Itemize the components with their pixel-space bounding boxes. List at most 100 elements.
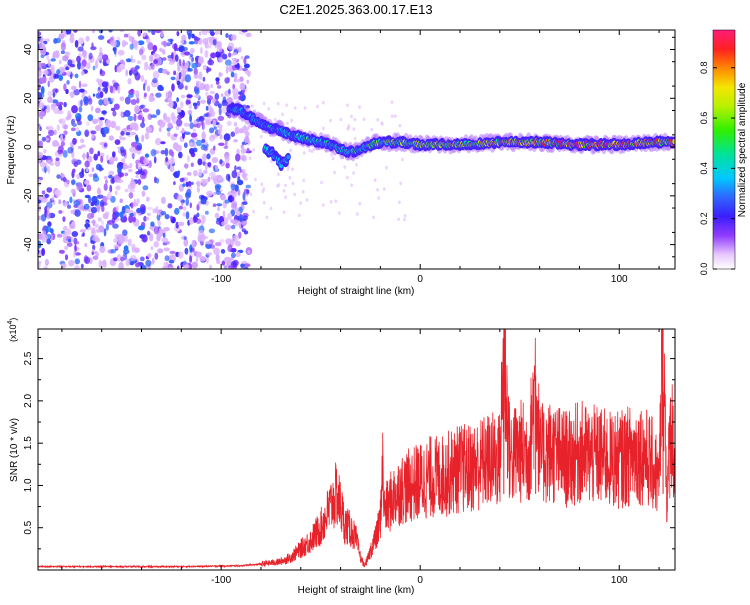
- spectrogram-panel: -100 0 100 40 20 0 -20 -40 Height of straight l…: [6, 29, 676, 297]
- noise-blob: [143, 157, 149, 166]
- noise-blob: [113, 47, 117, 55]
- noise-blob: [397, 217, 400, 222]
- spectrogram-y-tick-label: 20: [23, 92, 34, 104]
- noise-blob: [128, 214, 134, 224]
- noise-blob: [152, 44, 158, 53]
- noise-blob: [57, 110, 64, 115]
- noise-blob: [159, 121, 166, 128]
- noise-blob: [333, 170, 336, 175]
- noise-blob: [153, 59, 159, 64]
- noise-blob: [320, 180, 323, 185]
- noise-blob: [189, 202, 192, 209]
- noise-blob: [42, 76, 47, 84]
- noise-blob: [125, 69, 128, 77]
- noise-blob: [206, 252, 213, 256]
- noise-blob: [54, 159, 61, 167]
- noise-blob: [129, 212, 135, 217]
- noise-blob: [52, 51, 59, 58]
- noise-blob: [99, 245, 106, 253]
- noise-blob: [39, 111, 44, 120]
- noise-blob: [221, 260, 226, 266]
- noise-blob: [182, 183, 186, 187]
- noise-blob: [262, 101, 266, 106]
- noise-blob: [398, 200, 401, 205]
- noise-blob: [116, 66, 122, 73]
- noise-blob: [276, 101, 280, 106]
- noise-blob: [104, 86, 108, 94]
- noise-blob: [120, 256, 125, 262]
- noise-blob: [192, 128, 196, 132]
- noise-blob: [184, 51, 191, 56]
- noise-blob: [130, 202, 134, 209]
- noise-blob: [289, 148, 292, 152]
- noise-blob: [188, 102, 193, 110]
- noise-blob: [100, 155, 104, 163]
- noise-blob: [220, 194, 227, 201]
- noise-blob: [331, 156, 335, 161]
- noise-blob: [299, 201, 302, 205]
- noise-blob: [270, 159, 273, 163]
- noise-blob: [338, 211, 341, 215]
- noise-blob: [200, 47, 203, 54]
- noise-blob: [242, 201, 248, 205]
- noise-blob: [227, 244, 233, 253]
- noise-blob: [302, 178, 306, 183]
- noise-blob: [97, 150, 100, 157]
- noise-blob: [208, 228, 216, 234]
- noise-blob: [176, 265, 180, 269]
- noise-blob: [160, 211, 167, 216]
- noise-blob: [87, 114, 94, 122]
- noise-blob: [164, 147, 169, 157]
- noise-blob: [240, 263, 245, 268]
- noise-blob: [47, 80, 50, 88]
- noise-blob: [54, 151, 59, 157]
- noise-blob: [70, 118, 75, 126]
- noise-blob: [74, 209, 81, 217]
- noise-blob: [64, 254, 69, 261]
- noise-blob: [88, 97, 93, 105]
- noise-blob: [102, 59, 107, 67]
- noise-blob: [215, 253, 220, 262]
- noise-blob: [224, 155, 230, 164]
- noise-blob: [117, 179, 124, 183]
- snr-x-tick-label: -100: [211, 575, 231, 586]
- noise-blob: [123, 245, 129, 252]
- noise-blob: [170, 76, 176, 81]
- noise-blob: [76, 174, 81, 180]
- noise-blob: [213, 191, 217, 196]
- noise-blob: [195, 139, 203, 147]
- noise-blob: [252, 209, 255, 214]
- noise-blob: [205, 119, 212, 126]
- noise-blob: [184, 85, 188, 91]
- snr-y-label: SNR (10 * v/v): [9, 418, 20, 482]
- noise-blob: [95, 107, 101, 114]
- noise-blob: [118, 172, 124, 178]
- noise-blob: [215, 190, 222, 195]
- noise-blob: [209, 107, 214, 115]
- noise-blob: [189, 255, 193, 263]
- noise-blob: [43, 148, 47, 154]
- noise-blob: [127, 115, 134, 122]
- noise-blob: [91, 251, 95, 256]
- noise-blob: [362, 117, 366, 121]
- spectrogram-x-tick-label: 100: [611, 274, 628, 285]
- noise-blob: [162, 57, 167, 61]
- noise-blob: [112, 110, 117, 117]
- noise-blob: [228, 88, 231, 95]
- noise-blob: [46, 211, 51, 220]
- noise-blob: [53, 73, 57, 80]
- noise-blob: [163, 227, 170, 232]
- noise-blob: [184, 247, 189, 255]
- noise-blob: [227, 213, 233, 220]
- noise-blob: [230, 219, 235, 224]
- noise-blob: [177, 64, 181, 72]
- noise-blob: [62, 150, 68, 158]
- noise-blob: [113, 244, 120, 249]
- noise-blob: [141, 190, 146, 197]
- noise-blob: [224, 199, 230, 204]
- noise-blob: [95, 252, 100, 257]
- noise-blob: [102, 132, 106, 138]
- noise-blob: [293, 106, 297, 110]
- noise-blob: [63, 130, 68, 136]
- noise-blob: [183, 236, 187, 240]
